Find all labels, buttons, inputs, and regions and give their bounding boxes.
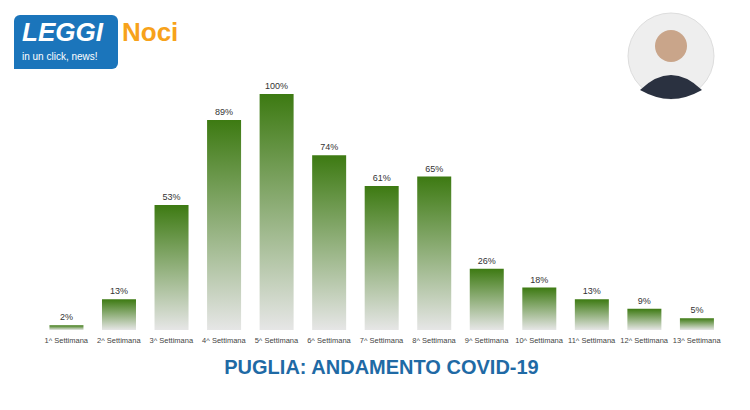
svg-text:11^ Settimana: 11^ Settimana bbox=[568, 336, 616, 345]
html-text:Noci: Noci bbox=[122, 17, 179, 47]
svg-text:53%: 53% bbox=[163, 192, 181, 202]
svg-text:5%: 5% bbox=[690, 305, 703, 315]
svg-text:2%: 2% bbox=[60, 312, 73, 322]
svg-text:18%: 18% bbox=[530, 275, 548, 285]
svg-text:9^ Settimana: 9^ Settimana bbox=[465, 336, 509, 345]
svg-text:100%: 100% bbox=[265, 81, 288, 91]
svg-text:8^ Settimana: 8^ Settimana bbox=[412, 336, 456, 345]
svg-text:1^ Settimana: 1^ Settimana bbox=[44, 336, 88, 345]
svg-text:26%: 26% bbox=[478, 256, 496, 266]
svg-text:74%: 74% bbox=[320, 142, 338, 152]
html-text:in un click, news!: in un click, news! bbox=[22, 51, 98, 62]
html-text:LEGGI: LEGGI bbox=[22, 17, 103, 47]
svg-text:10^ Settimana: 10^ Settimana bbox=[515, 336, 564, 345]
svg-text:6^ Settimana: 6^ Settimana bbox=[307, 336, 351, 345]
svg-text:13%: 13% bbox=[583, 286, 601, 296]
svg-text:12^ Settimana: 12^ Settimana bbox=[620, 336, 669, 345]
svg-text:13^ Settimana: 13^ Settimana bbox=[673, 336, 722, 345]
svg-text:7^ Settimana: 7^ Settimana bbox=[360, 336, 404, 345]
html-text:PUGLIA: ANDAMENTO COVID-19: PUGLIA: ANDAMENTO COVID-19 bbox=[224, 356, 539, 378]
svg-text:2^ Settimana: 2^ Settimana bbox=[97, 336, 141, 345]
svg-text:13%: 13% bbox=[110, 286, 128, 296]
svg-text:61%: 61% bbox=[373, 173, 391, 183]
svg-text:65%: 65% bbox=[425, 164, 443, 174]
svg-text:89%: 89% bbox=[215, 107, 233, 117]
svg-text:5^ Settimana: 5^ Settimana bbox=[255, 336, 299, 345]
svg-text:9%: 9% bbox=[638, 296, 651, 306]
svg-text:3^ Settimana: 3^ Settimana bbox=[150, 336, 194, 345]
svg-text:4^ Settimana: 4^ Settimana bbox=[202, 336, 246, 345]
